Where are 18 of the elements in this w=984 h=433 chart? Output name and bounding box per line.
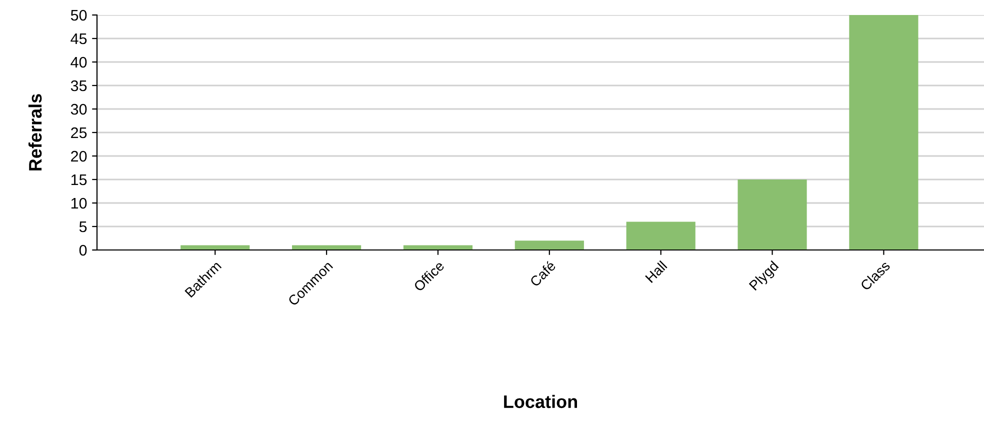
x-axis-title: Location xyxy=(504,394,577,408)
y-tick-label: 50 xyxy=(70,10,87,21)
y-tick-label: 0 xyxy=(79,244,87,256)
y-tick-label: 10 xyxy=(71,198,87,209)
bar xyxy=(514,240,584,250)
y-tick-label: 15 xyxy=(71,174,87,186)
y-tick-label: 35 xyxy=(70,80,87,92)
y-tick-label: 40 xyxy=(70,56,87,68)
bar xyxy=(849,15,918,250)
y-axis-title: Referrals xyxy=(28,94,42,170)
y-tick-label: 5 xyxy=(79,222,87,232)
y-tick-label: 45 xyxy=(70,34,87,44)
y-tick-label: 25 xyxy=(71,127,87,138)
y-tick-label: 30 xyxy=(70,104,87,115)
x-tick-label: Hall xyxy=(644,260,668,284)
y-tick-label: 20 xyxy=(71,150,87,162)
bar xyxy=(626,222,696,250)
bar xyxy=(738,180,807,250)
